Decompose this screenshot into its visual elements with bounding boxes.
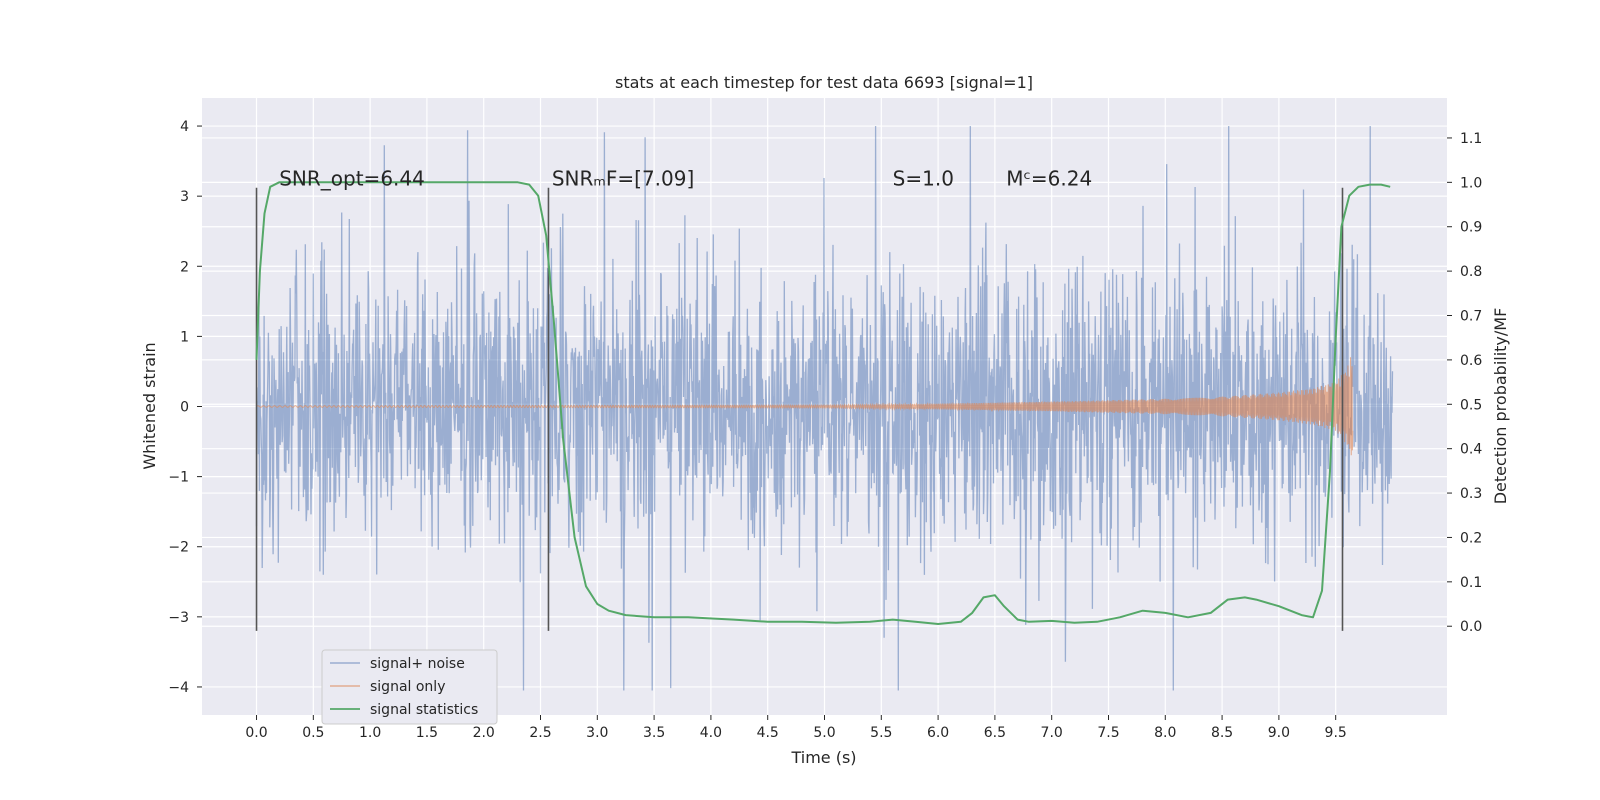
- x-axis-ticks: 0.0 0.5 1.0 1.5 2.0 2.5 3.0 3.5 4.0 4.5 5.0 5.5 6.0 6…: [245, 715, 1347, 741]
- y-right-tick-label: 0.6: [1460, 353, 1482, 369]
- x-tick-label: 5.5: [870, 725, 892, 741]
- y-right-tick-label: 0.2: [1460, 530, 1482, 546]
- x-tick-label: 1.0: [359, 725, 381, 741]
- x-tick-label: 2.0: [473, 725, 495, 741]
- x-axis-label: Time (s): [790, 748, 856, 767]
- annotation-label: SNR_opt=6.44: [279, 167, 425, 191]
- y-left-axis-ticks: −4 −3 −2 −1 0 1 2 3 4: [168, 119, 202, 696]
- y-right-tick-label: 1.1: [1460, 131, 1482, 147]
- annotation-label: SNRₘF=[7.09]: [552, 167, 694, 191]
- x-tick-label: 8.5: [1211, 725, 1233, 741]
- y-left-tick-label: −4: [168, 680, 189, 696]
- x-tick-label: 7.5: [1097, 725, 1119, 741]
- legend-box: [321, 649, 498, 725]
- x-tick-label: 4.0: [700, 725, 722, 741]
- y-left-axis-label: Whitened strain: [140, 342, 159, 469]
- y-left-tick-label: −3: [168, 610, 189, 626]
- y-left-tick-label: −2: [168, 540, 189, 556]
- legend-label-signal-only: signal only: [370, 679, 445, 695]
- x-tick-label: 2.5: [529, 725, 551, 741]
- series-signal-statistics: [255, 181, 1391, 625]
- y-right-tick-label: 1.0: [1460, 175, 1482, 191]
- x-tick-label: 4.5: [757, 725, 779, 741]
- y-right-tick-label: 0.5: [1460, 397, 1482, 413]
- y-right-tick-label: 0.0: [1460, 619, 1482, 635]
- x-tick-label: 1.5: [416, 725, 438, 741]
- annotations: SNR_opt=6.44 SNRₘF=[7.09] S=1.0 Mᶜ=6.24: [279, 167, 1092, 191]
- y-right-tick-label: 0.9: [1460, 220, 1482, 236]
- x-tick-label: 9.5: [1325, 725, 1347, 741]
- series-signal-only: [256, 357, 1354, 456]
- annotation-label: Mᶜ=6.24: [1006, 167, 1092, 191]
- y-right-tick-label: 0.3: [1460, 486, 1482, 502]
- x-tick-label: 6.0: [927, 725, 949, 741]
- y-left-tick-label: 4: [180, 119, 189, 135]
- x-tick-label: 3.0: [586, 725, 608, 741]
- signal-statistics-line: [255, 181, 1391, 625]
- signal-only-line: [256, 357, 1354, 456]
- x-tick-label: 0.0: [245, 725, 267, 741]
- y-left-tick-label: 2: [180, 259, 189, 275]
- legend-label-signal-noise: signal+ noise: [370, 656, 465, 672]
- chart-title: stats at each timestep for test data 669…: [615, 73, 1033, 92]
- x-tick-label: 8.0: [1154, 725, 1176, 741]
- x-tick-label: 3.5: [643, 725, 665, 741]
- y-right-tick-label: 0.4: [1460, 442, 1482, 458]
- x-tick-label: 9.0: [1268, 725, 1290, 741]
- y-right-tick-label: 0.7: [1460, 309, 1482, 325]
- x-tick-label: 5.0: [813, 725, 835, 741]
- y-left-tick-label: 3: [180, 189, 189, 205]
- y-left-tick-label: −1: [168, 470, 189, 486]
- y-right-tick-label: 0.8: [1460, 264, 1482, 280]
- x-tick-label: 6.5: [984, 725, 1006, 741]
- annotation-label: S=1.0: [893, 167, 954, 191]
- legend-label-signal-statistics: signal statistics: [370, 702, 478, 718]
- y-left-tick-label: 1: [180, 329, 189, 345]
- y-right-axis-ticks: 0.0 0.1 0.2 0.3 0.4 0.5 0.6 0.7 0.8 0.9 1.0 1.1: [1447, 131, 1482, 635]
- legend: signal+ noise signal only signal statist…: [321, 649, 498, 725]
- y-right-tick-label: 0.1: [1460, 575, 1482, 591]
- x-tick-label: 0.5: [302, 725, 324, 741]
- y-right-axis-label: Detection probability/MF: [1491, 308, 1510, 505]
- y-left-tick-label: 0: [180, 400, 189, 416]
- x-tick-label: 7.0: [1041, 725, 1063, 741]
